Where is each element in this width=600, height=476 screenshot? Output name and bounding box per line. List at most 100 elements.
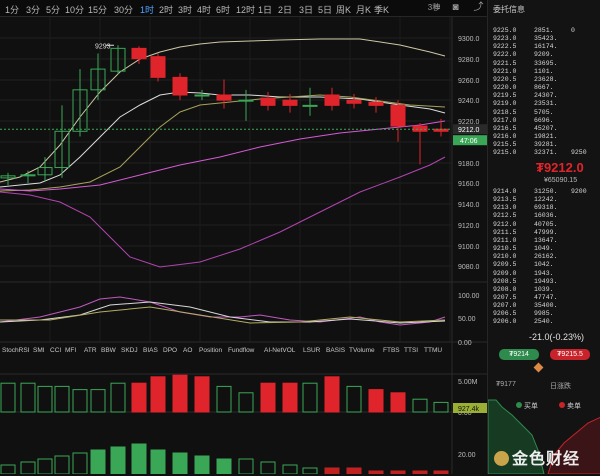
osc-tick: 50.00: [458, 316, 476, 323]
ask-row[interactable]: 9222.5 16174.: [493, 42, 598, 51]
indicator-tab-10[interactable]: Position: [199, 347, 223, 354]
bid-row[interactable]: 9213.0 69318.: [493, 203, 598, 212]
indicator-tab-16[interactable]: FTBS: [383, 347, 400, 354]
timeframe-15[interactable]: 5日: [318, 5, 333, 15]
indicator-tab-6[interactable]: SKDJ: [121, 347, 138, 354]
timeframe-0[interactable]: 1分: [5, 5, 20, 15]
indicator-tab-18[interactable]: TTMU: [424, 347, 442, 354]
timeframe-6[interactable]: 1时: [140, 5, 155, 15]
indicator-tab-8[interactable]: DPO: [163, 347, 177, 354]
timeframe-10[interactable]: 6时: [216, 5, 231, 15]
ask-row[interactable]: 9220.0 8667.: [493, 83, 598, 92]
indicator-tab-0[interactable]: StochRSI: [2, 347, 30, 354]
indicator-tab-14[interactable]: BASIS: [326, 347, 346, 354]
indicator-tab-3[interactable]: MFI: [65, 347, 76, 354]
indicator-tab-4[interactable]: ATR: [84, 347, 97, 354]
bid-row[interactable]: 9212.0 40705.: [493, 220, 598, 229]
indicator-tab-1[interactable]: SMI: [33, 347, 45, 354]
bid-price: 9213.0: [493, 204, 517, 212]
bid-volume: 12242.: [534, 196, 558, 204]
ask-row[interactable]: 9220.5 23628.: [493, 75, 598, 84]
timeframe-18[interactable]: 季K: [374, 5, 390, 15]
ask-row[interactable]: 9216.0 19821.: [493, 132, 598, 141]
indicator-tab-7[interactable]: BIAS: [143, 347, 158, 354]
ask-row[interactable]: 9222.0 9209.: [493, 50, 598, 59]
lower-bar: [110, 446, 126, 474]
osc-tick: 100.00: [458, 293, 480, 300]
indicator-tab-17[interactable]: TTSI: [404, 347, 418, 354]
bid-row[interactable]: 9213.5 12242.: [493, 195, 598, 204]
timeframe-11[interactable]: 12时: [236, 5, 256, 15]
ask-price: 9220.5: [493, 75, 517, 83]
indicator-tab-11[interactable]: Fundflow: [228, 347, 255, 354]
bid-volume: 19493.: [534, 277, 558, 285]
timeframe-14[interactable]: 3日: [299, 5, 314, 15]
bid-row[interactable]: 9212.5 16036.: [493, 211, 598, 220]
timeframe-3[interactable]: 10分: [65, 5, 85, 15]
share-icon[interactable]: ⤴: [473, 2, 484, 13]
ask-row[interactable]: 9225.0 2851. 0: [493, 26, 598, 35]
timeframe-9[interactable]: 4时: [197, 5, 212, 15]
ask-row[interactable]: 9215.0 32371. 9250: [493, 148, 598, 157]
ask-row[interactable]: 9221.5 33695.: [493, 59, 598, 68]
ask-row[interactable]: 9218.5 5705.: [493, 108, 598, 117]
bid-row[interactable]: 9207.5 47747.: [493, 293, 598, 302]
timeframe-16[interactable]: 周K: [336, 5, 352, 15]
timeframe-13[interactable]: 2日: [278, 5, 293, 15]
timeframe-7[interactable]: 2时: [159, 5, 174, 15]
bid-row[interactable]: 9209.0 1943.: [493, 269, 598, 278]
ask-row[interactable]: 9221.0 1101.: [493, 67, 598, 76]
indicator-tab-2[interactable]: CCI: [50, 347, 61, 354]
price-tick: 9280.0: [458, 57, 480, 64]
ask-row[interactable]: 9223.0 35423.: [493, 34, 598, 43]
volume-bar: [238, 392, 254, 413]
bid-row[interactable]: 9206.0 2540.: [493, 317, 598, 326]
bid-row[interactable]: 9207.0 35400.: [493, 301, 598, 310]
bid-row[interactable]: 9210.5 1049.: [493, 244, 598, 253]
bid-row[interactable]: 9214.0 31250. 9200: [493, 187, 598, 196]
indicator-tab-5[interactable]: BBW: [101, 347, 117, 354]
candle-body: [110, 47, 126, 72]
ask-row[interactable]: 9215.5 39281.: [493, 140, 598, 149]
timeframe-2[interactable]: 5分: [46, 5, 61, 15]
indicator-tab-12[interactable]: AI-NetVOL: [264, 347, 296, 354]
bid-row[interactable]: 9208.0 1039.: [493, 285, 598, 294]
bid-row[interactable]: 9208.5 19493.: [493, 277, 598, 286]
bid-row[interactable]: 9210.0 26162.: [493, 252, 598, 261]
lower-bar: [260, 461, 276, 474]
kline-svg[interactable]: 92939300.09280.09260.09240.09220.09200.0…: [0, 17, 487, 474]
ask-row[interactable]: 9219.5 24307.: [493, 91, 598, 100]
ask-price: 9221.0: [493, 67, 517, 75]
timeframe-5[interactable]: 30分: [114, 5, 134, 15]
panel-title: 委托信息: [493, 5, 525, 14]
bid-price: 9207.5: [493, 293, 517, 301]
lower-bar: [433, 470, 449, 474]
menu-icon[interactable]: ≡: [434, 2, 441, 13]
indicator-tab-13[interactable]: LSUR: [303, 347, 321, 354]
timeframe-8[interactable]: 3时: [178, 5, 193, 15]
bid-row[interactable]: 9211.0 13647.: [493, 236, 598, 245]
timeframe-4[interactable]: 15分: [88, 5, 108, 15]
kline-chart[interactable]: 92939300.09280.09260.09240.09220.09200.0…: [0, 17, 487, 474]
seconds-label[interactable]: 3秒: [427, 3, 441, 12]
buy-price-button[interactable]: ₮9214: [499, 349, 539, 360]
order-book-panel: 委托信息 ₮9212.0 ¥65090.15 -21.0(-0.23%) ₮92…: [487, 0, 600, 475]
bid-row[interactable]: 9211.5 47999.: [493, 228, 598, 237]
ask-row[interactable]: 9216.5 45207.: [493, 124, 598, 133]
ask-row[interactable]: 9219.0 23531.: [493, 99, 598, 108]
indicator-tab-15[interactable]: TVolume: [349, 347, 375, 354]
bid-row[interactable]: 9209.5 1042.: [493, 260, 598, 269]
bid-row[interactable]: 9206.5 9985.: [493, 309, 598, 318]
sell-price-button[interactable]: ₮9215.5: [550, 349, 590, 360]
volume-bar: [20, 382, 36, 413]
change-value: -21.0(-0.23%): [529, 332, 585, 342]
candle-body: [238, 99, 254, 102]
camera-icon[interactable]: ◙: [452, 2, 459, 13]
ask-volume: 23531.: [534, 100, 558, 108]
price-tick: 9140.0: [458, 202, 480, 209]
timeframe-17[interactable]: 月K: [356, 5, 372, 15]
timeframe-1[interactable]: 3分: [26, 5, 41, 15]
ask-row[interactable]: 9217.0 6696.: [493, 116, 598, 125]
indicator-tab-9[interactable]: AO: [183, 347, 192, 354]
timeframe-12[interactable]: 1日: [258, 5, 273, 15]
